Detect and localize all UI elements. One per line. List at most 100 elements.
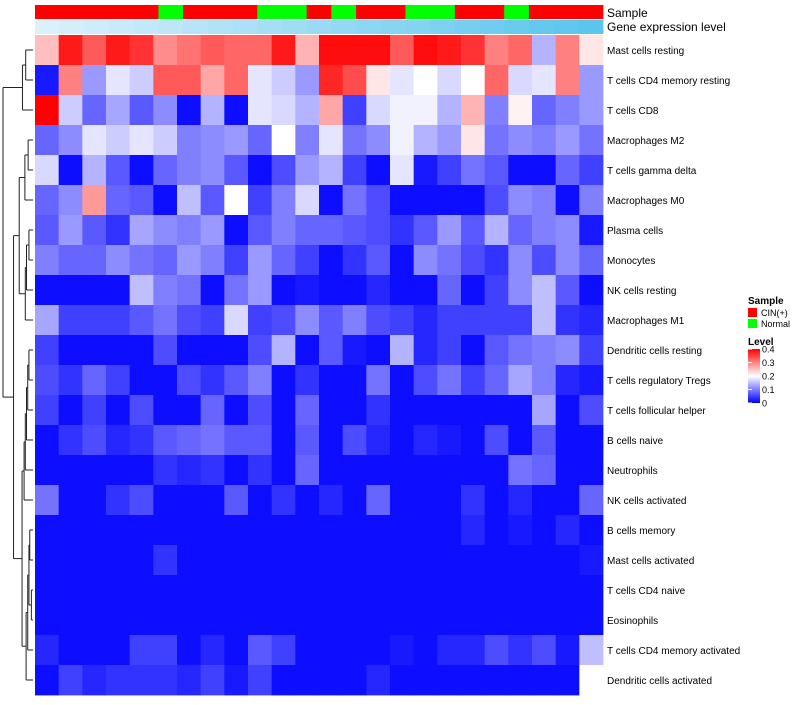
heatmap-cell (342, 575, 367, 606)
heatmap-cell (390, 425, 415, 456)
heatmap-cell (508, 515, 533, 546)
heatmap-cell (484, 305, 509, 336)
heatmap-cell (200, 635, 225, 666)
heatmap-cell (532, 515, 557, 546)
heatmap-cell (413, 515, 438, 546)
sample-annotation-cell (405, 5, 431, 19)
heatmap-cell (319, 125, 344, 156)
heatmap-cell (390, 215, 415, 246)
heatmap-cell (532, 395, 557, 426)
heatmap-cell (319, 545, 344, 576)
heatmap-cell (390, 455, 415, 486)
heatmap-cell (484, 65, 509, 96)
heatmap-cell (177, 95, 202, 126)
heatmap-cell (555, 275, 580, 306)
heatmap-cell (58, 425, 83, 456)
heatmap-cell (177, 485, 202, 516)
heatmap-cell (248, 395, 273, 426)
heatmap-cell (437, 365, 462, 396)
heatmap-cell (437, 125, 462, 156)
legend-label-cin: CIN(+) (761, 308, 788, 318)
heatmap-cell (271, 215, 296, 246)
expression-annotation-cell (479, 20, 505, 34)
heatmap-cell (295, 545, 320, 576)
heatmap-cell (390, 125, 415, 156)
heatmap-cell (177, 635, 202, 666)
heatmap-cell (129, 575, 154, 606)
heatmap-cell (555, 125, 580, 156)
heatmap-cell (461, 425, 486, 456)
heatmap-cell (579, 425, 604, 456)
heatmap-cell (366, 515, 391, 546)
heatmap-cell (129, 605, 154, 636)
heatmap-cell (366, 425, 391, 456)
heatmap-cell (35, 35, 60, 66)
heatmap-cell (200, 245, 225, 276)
heatmap-cell (366, 65, 391, 96)
heatmap-cell (508, 305, 533, 336)
heatmap-cell (271, 305, 296, 336)
heatmap-cell (58, 215, 83, 246)
expression-annotation-cell (528, 20, 555, 34)
heatmap-cell (413, 575, 438, 606)
heatmap-cell (579, 155, 604, 186)
sample-annotation-cell (504, 5, 530, 19)
heatmap-cell (508, 605, 533, 636)
heatmap-cell (484, 185, 509, 216)
heatmap-cell (248, 65, 273, 96)
heatmap-cell (342, 305, 367, 336)
expression-annotation-cell (553, 20, 579, 34)
heatmap-cell (342, 605, 367, 636)
sample-annotation-cell (281, 5, 308, 19)
heatmap-cell (35, 635, 60, 666)
heatmap-cell (532, 575, 557, 606)
heatmap-cell (82, 365, 107, 396)
heatmap-cell (58, 455, 83, 486)
heatmap-cell (35, 455, 60, 486)
row-label: Mast cells resting (607, 46, 684, 57)
heatmap-cell (484, 635, 509, 666)
sample-annotation-cell (183, 5, 209, 19)
heatmap-cell (271, 545, 296, 576)
heatmap-cell (82, 635, 107, 666)
heatmap-grid (35, 35, 604, 696)
heatmap-cell (319, 515, 344, 546)
heatmap-cell (437, 335, 462, 366)
heatmap-cell (106, 215, 131, 246)
heatmap-cell (366, 335, 391, 366)
sample-annotation-cell (479, 5, 505, 19)
heatmap-cell (319, 365, 344, 396)
heatmap-cell (106, 245, 131, 276)
heatmap-cell (461, 305, 486, 336)
heatmap-cell (555, 305, 580, 336)
heatmap-cell (461, 95, 486, 126)
heatmap-cell (342, 185, 367, 216)
heatmap-cell (413, 395, 438, 426)
expression-annotation-cell (183, 20, 209, 34)
heatmap-cell (532, 35, 557, 66)
heatmap-cell (200, 305, 225, 336)
row-label: T cells gamma delta (607, 166, 697, 177)
heatmap-cell (35, 575, 60, 606)
heatmap-cell (58, 635, 83, 666)
heatmap-cell (271, 125, 296, 156)
heatmap-cell (129, 335, 154, 366)
heatmap-cell (248, 245, 273, 276)
heatmap-cell (106, 35, 131, 66)
heatmap-cell (579, 95, 604, 126)
heatmap-cell (58, 335, 83, 366)
heatmap-cell (248, 215, 273, 246)
legend: Sample CIN(+) Normal Level 0.4 0.3 0.2 0.1 0 (748, 296, 790, 409)
heatmap-cell (35, 185, 60, 216)
heatmap-cell (437, 245, 462, 276)
heatmap-cell (58, 125, 83, 156)
heatmap-cell (461, 335, 486, 366)
heatmap-cell (82, 245, 107, 276)
heatmap-cell (271, 35, 296, 66)
row-label: T cells regulatory Tregs (607, 376, 711, 387)
heatmap-cell (508, 395, 533, 426)
heatmap-cell (342, 245, 367, 276)
heatmap-cell (224, 605, 249, 636)
heatmap-cell (508, 245, 533, 276)
heatmap-cell (35, 95, 60, 126)
